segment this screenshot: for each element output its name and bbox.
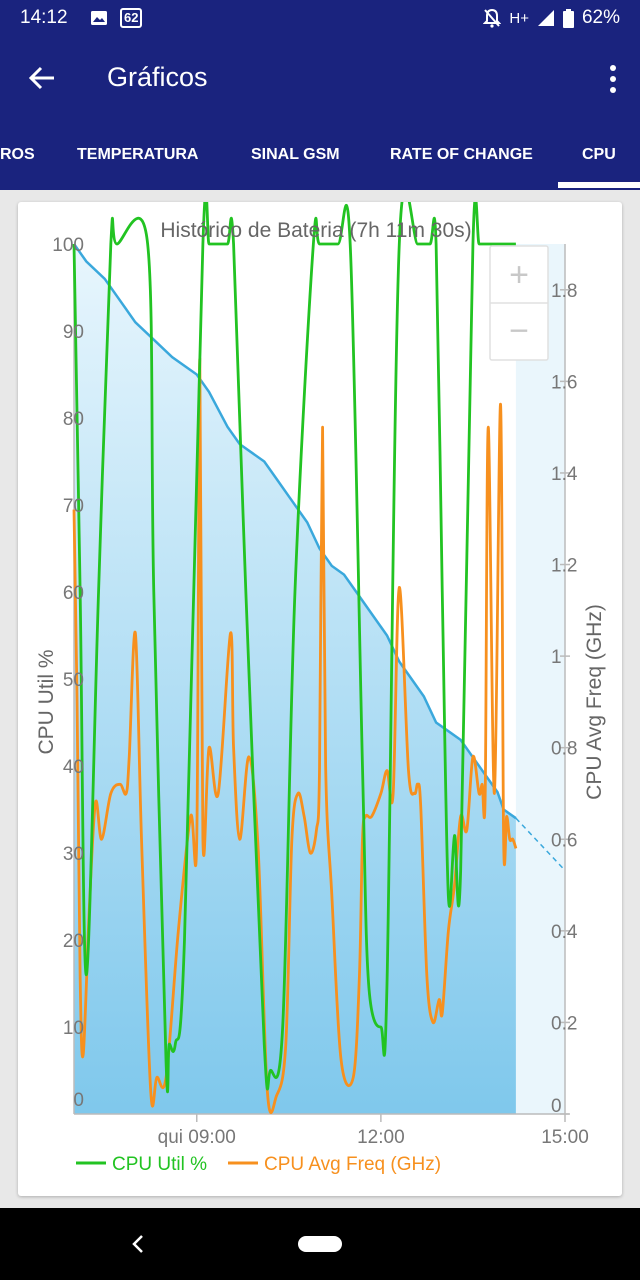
y2-tick-label: 1.2: [551, 556, 577, 577]
y2-tick-label: 1.8: [551, 281, 577, 302]
nav-home-icon[interactable]: [298, 1236, 342, 1252]
x-tick-label: qui 09:00: [158, 1127, 236, 1148]
tab-cpu[interactable]: CPU: [582, 146, 616, 163]
status-bar: 14:12 62 H+ 62%: [0, 0, 640, 38]
legend: CPU Util % CPU Avg Freq (GHz): [76, 1154, 441, 1175]
y-tick-label: 100: [52, 235, 84, 256]
status-time: 14:12: [20, 7, 68, 28]
y-tick-label: 90: [63, 322, 84, 343]
y2-tick-label: 1.4: [551, 464, 578, 485]
y2-tick-label: 0.2: [551, 1013, 577, 1034]
y-tick-label: 70: [63, 496, 84, 517]
y2-axis-label: CPU Avg Freq (GHz): [583, 604, 606, 800]
app-bar: Gráficos: [0, 38, 640, 118]
tab-bar: ROS TEMPERATURA SINAL GSM RATE OF CHANGE…: [0, 118, 640, 190]
mute-bell-icon: [483, 8, 502, 28]
image-icon: [91, 11, 107, 25]
y-tick-label: 10: [63, 1018, 84, 1039]
battery-projection-line: [515, 817, 566, 871]
y-tick-label: 0: [73, 1090, 84, 1111]
y2-tick-label: 0.4: [551, 922, 578, 943]
signal-icon: [537, 10, 554, 26]
cpu-freq-line: [72, 357, 518, 1114]
battery-line: [72, 243, 517, 820]
chart-title: Histórico de Bateria (7h 11m 30s): [160, 219, 471, 242]
network-type: H+: [509, 9, 529, 27]
y-axis-label: CPU Util %: [35, 649, 58, 754]
cpu-util-line: [72, 202, 516, 1094]
y-tick-label: 60: [63, 583, 84, 604]
battery-area-fill: [74, 244, 516, 1114]
tab-sinal-gsm[interactable]: SINAL GSM: [251, 146, 340, 163]
y2-tick-label: 0.6: [551, 830, 577, 851]
projection-area: [515, 244, 565, 1114]
y-tick-label: 40: [63, 757, 84, 778]
nav-back-icon[interactable]: [128, 1232, 148, 1256]
y-tick-label: 80: [63, 409, 84, 430]
legend-cpu-freq: CPU Avg Freq (GHz): [264, 1154, 441, 1175]
arrow-back-icon[interactable]: [26, 62, 58, 94]
y-tick-label: 30: [63, 844, 84, 865]
y2-tick-label: 1: [551, 647, 562, 668]
page-title: Gráficos: [107, 62, 208, 92]
more-vert-icon[interactable]: [608, 64, 618, 94]
legend-cpu-util: CPU Util %: [112, 1154, 207, 1175]
y2-tick-label: 0.8: [551, 739, 577, 760]
cpu-chart[interactable]: 0 10 20 30 40 50 60 70 80 90 100 0 0.2 0.4 0.6 0.8 1 1.2 1…: [18, 202, 622, 1196]
x-tick-label: 12:00: [357, 1127, 405, 1148]
battery-icon: [562, 8, 574, 28]
zoom-in-button[interactable]: +: [509, 256, 529, 294]
chart-card: 0 10 20 30 40 50 60 70 80 90 100 0 0.2 0.4 0.6 0.8 1 1.2 1…: [18, 202, 622, 1196]
navigation-bar: [0, 1208, 640, 1280]
y-tick-label: 20: [63, 931, 84, 952]
y2-tick-label: 1.6: [551, 372, 577, 393]
x-tick-label: 15:00: [541, 1127, 589, 1148]
tab-rate-of-change[interactable]: RATE OF CHANGE: [390, 146, 533, 163]
tab-selected-indicator: [558, 182, 640, 188]
zoom-out-button[interactable]: −: [509, 312, 529, 350]
battery-percent: 62%: [581, 7, 620, 28]
tab-ros[interactable]: ROS: [0, 146, 35, 163]
badge-62-icon: 62: [120, 8, 143, 28]
zoom-control: + −: [489, 245, 549, 361]
y2-tick-label: 0: [551, 1096, 562, 1117]
tab-temperatura[interactable]: TEMPERATURA: [77, 146, 199, 163]
y-tick-label: 50: [63, 670, 84, 691]
